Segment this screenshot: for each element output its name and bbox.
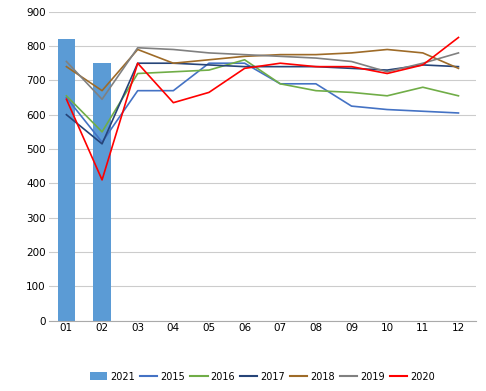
Bar (93, 63, 111, 321)
Legend: 2021, 2015, 2016, 2017, 2018, 2019, 2020: 2021, 2015, 2016, 2017, 2018, 2019, 2020 (90, 372, 435, 382)
Bar (57, 39, 75, 321)
